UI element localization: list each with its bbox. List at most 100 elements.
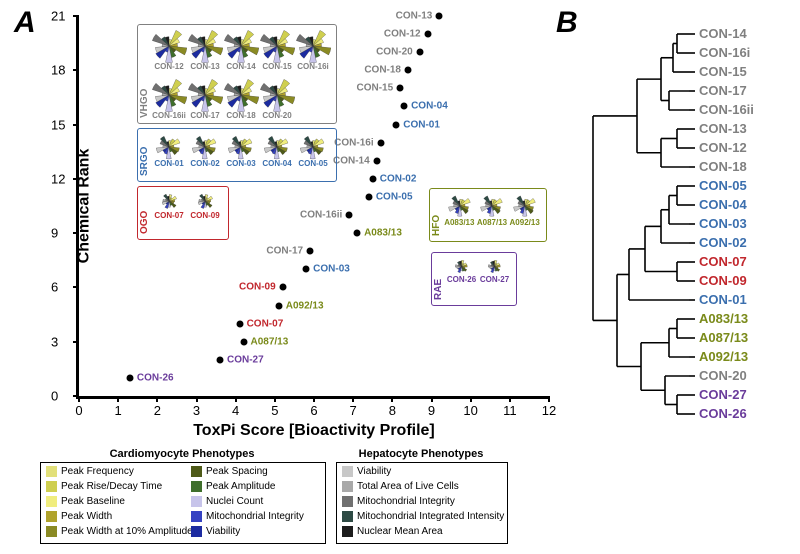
panel-a: Chemical Rank ToxPi Score [Bioactivity P… bbox=[20, 10, 550, 436]
data-point bbox=[416, 49, 423, 56]
point-label: CON-15 bbox=[356, 83, 393, 94]
point-label: A083/13 bbox=[364, 228, 402, 239]
point-label: CON-27 bbox=[227, 354, 264, 365]
dendro-leaf-label: CON-20 bbox=[699, 368, 747, 383]
scatter-plot: Chemical Rank ToxPi Score [Bioactivity P… bbox=[76, 16, 549, 399]
point-label: CON-17 bbox=[266, 246, 303, 257]
legend-hepato-title: Hepatocyte Phenotypes bbox=[336, 448, 506, 460]
point-label: CON-07 bbox=[247, 318, 284, 329]
legend-item: Peak Amplitude bbox=[191, 481, 276, 492]
toxpi-pie-label: CON-03 bbox=[223, 159, 259, 168]
point-label: CON-09 bbox=[239, 282, 276, 293]
dendro-leaf-label: CON-04 bbox=[699, 197, 747, 212]
data-point bbox=[236, 320, 243, 327]
x-tick-label: 6 bbox=[310, 403, 317, 418]
toxpi-pie-label: A087/13 bbox=[476, 218, 509, 227]
legend-item: Viability bbox=[342, 466, 391, 477]
point-label: CON-14 bbox=[333, 155, 370, 166]
legend-cardio-title: Cardiomyocyte Phenotypes bbox=[40, 448, 324, 460]
toxpi-pie-label: CON-02 bbox=[187, 159, 223, 168]
data-point bbox=[369, 175, 376, 182]
dendro-leaf-label: CON-02 bbox=[699, 235, 747, 250]
toxpi-pie-label: CON-07 bbox=[151, 211, 187, 220]
data-point bbox=[373, 157, 380, 164]
point-label: CON-04 bbox=[411, 101, 448, 112]
dendro-leaf-label: CON-26 bbox=[699, 406, 747, 421]
y-tick-label: 12 bbox=[51, 171, 65, 186]
data-point bbox=[397, 85, 404, 92]
dendro-leaf-label: CON-15 bbox=[699, 64, 747, 79]
group-title: VHGO bbox=[139, 89, 150, 118]
point-label: CON-13 bbox=[396, 11, 433, 22]
y-tick-label: 21 bbox=[51, 9, 65, 24]
legend-item: Viability bbox=[191, 526, 240, 537]
y-tick-label: 0 bbox=[51, 389, 58, 404]
dendro-leaf-label: CON-07 bbox=[699, 254, 747, 269]
data-point bbox=[275, 302, 282, 309]
x-axis-label: ToxPi Score [Bioactivity Profile] bbox=[79, 422, 549, 440]
dendro-leaf-label: CON-05 bbox=[699, 178, 747, 193]
toxpi-pie-label: CON-01 bbox=[151, 159, 187, 168]
toxpi-pie-label: CON-18 bbox=[223, 111, 259, 120]
toxpi-pie-label: CON-27 bbox=[478, 275, 511, 284]
legend-item: Peak Width at 10% Amplitude bbox=[46, 526, 193, 537]
toxpi-pie-label: CON-26 bbox=[445, 275, 478, 284]
point-label: CON-16i bbox=[334, 137, 373, 148]
data-point bbox=[354, 230, 361, 237]
point-label: CON-18 bbox=[364, 65, 401, 76]
dendro-leaf-label: CON-09 bbox=[699, 273, 747, 288]
point-label: CON-03 bbox=[313, 264, 350, 275]
toxpi-pie-label: CON-17 bbox=[187, 111, 223, 120]
group-title: RAE bbox=[433, 279, 444, 300]
toxpi-pie-label: CON-09 bbox=[187, 211, 223, 220]
data-point bbox=[217, 356, 224, 363]
point-label: CON-02 bbox=[380, 173, 417, 184]
point-label: CON-01 bbox=[403, 119, 440, 130]
x-tick-label: 10 bbox=[463, 403, 477, 418]
toxpi-pie-label: CON-16ii bbox=[151, 111, 187, 120]
y-tick-label: 15 bbox=[51, 117, 65, 132]
dendro-leaf-label: CON-17 bbox=[699, 83, 747, 98]
toxpi-pie-label: A092/13 bbox=[508, 218, 541, 227]
dendro-leaf-label: CON-13 bbox=[699, 121, 747, 136]
x-tick-label: 2 bbox=[154, 403, 161, 418]
point-label: A087/13 bbox=[251, 336, 289, 347]
legend: Cardiomyocyte Phenotypes Hepatocyte Phen… bbox=[40, 450, 540, 545]
point-label: CON-05 bbox=[376, 191, 413, 202]
x-tick-label: 4 bbox=[232, 403, 239, 418]
dendro-leaf-label: CON-16ii bbox=[699, 102, 754, 117]
dendro-leaf-label: CON-27 bbox=[699, 387, 747, 402]
x-tick-label: 8 bbox=[389, 403, 396, 418]
panel-b: CON-14CON-16iCON-15CON-17CON-16iiCON-13C… bbox=[560, 14, 790, 444]
dendrogram bbox=[564, 24, 794, 444]
point-label: CON-12 bbox=[384, 29, 421, 40]
data-point bbox=[424, 31, 431, 38]
legend-item: Nuclear Mean Area bbox=[342, 526, 443, 537]
data-point bbox=[303, 266, 310, 273]
dendro-leaf-label: A083/13 bbox=[699, 311, 748, 326]
legend-item: Total Area of Live Cells bbox=[342, 481, 459, 492]
legend-item: Peak Rise/Decay Time bbox=[46, 481, 162, 492]
toxpi-pie-label: CON-12 bbox=[151, 62, 187, 71]
data-point bbox=[377, 139, 384, 146]
data-point bbox=[307, 248, 314, 255]
x-tick-label: 5 bbox=[271, 403, 278, 418]
x-tick-label: 9 bbox=[428, 403, 435, 418]
x-tick-label: 0 bbox=[75, 403, 82, 418]
data-point bbox=[405, 67, 412, 74]
group-title: OGO bbox=[139, 211, 150, 234]
legend-item: Peak Baseline bbox=[46, 496, 125, 507]
point-label: A092/13 bbox=[286, 300, 324, 311]
dendro-leaf-label: CON-12 bbox=[699, 140, 747, 155]
y-tick-label: 6 bbox=[51, 280, 58, 295]
toxpi-pie-label: CON-14 bbox=[223, 62, 259, 71]
legend-item: Peak Frequency bbox=[46, 466, 134, 477]
y-tick-label: 9 bbox=[51, 226, 58, 241]
x-tick-label: 1 bbox=[115, 403, 122, 418]
data-point bbox=[346, 212, 353, 219]
point-label: CON-26 bbox=[137, 372, 174, 383]
x-tick-label: 11 bbox=[503, 403, 517, 418]
data-point bbox=[401, 103, 408, 110]
dendro-leaf-label: A092/13 bbox=[699, 349, 748, 364]
group-title: SRGO bbox=[139, 147, 150, 176]
